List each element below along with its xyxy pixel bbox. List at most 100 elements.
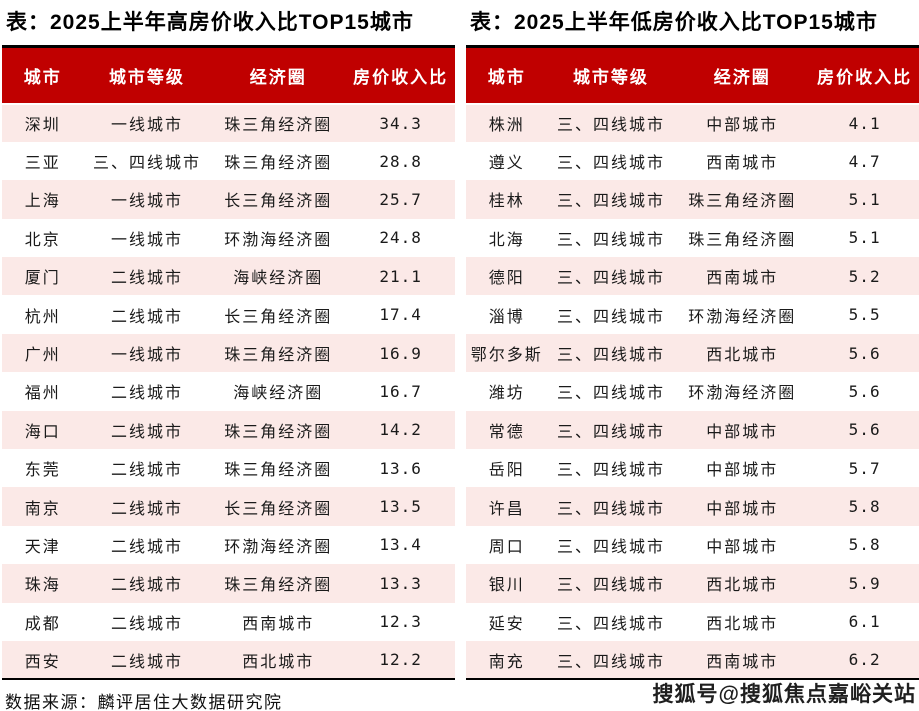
- table-row: 深圳 一线城市 珠三角经济圈 34.3: [2, 103, 455, 142]
- table-cell: 长三角经济圈: [224, 500, 333, 518]
- table-row: 广州 一线城市 珠三角经济圈 16.9: [2, 333, 455, 373]
- column-header-ratio: 房价收入比: [346, 46, 455, 105]
- table-cell: 银川: [488, 577, 525, 595]
- column-header-ratio: 房价收入比: [810, 46, 919, 105]
- table-cell: 珠海: [24, 577, 61, 595]
- table-cell: 28.8: [379, 151, 422, 171]
- table-row: 银川 三、四线城市 西北城市 5.9: [466, 564, 919, 603]
- table-cell: 中部城市: [706, 500, 779, 518]
- table-cell: 淄博: [488, 308, 525, 326]
- table-cell: 中部城市: [706, 538, 779, 556]
- header-row: 城市 城市等级 经济圈 房价收入比: [466, 46, 919, 105]
- table-row: 遵义 三、四线城市 西南城市 4.7: [466, 141, 919, 181]
- table-cell: 厦门: [24, 270, 61, 288]
- high-ratio-table: 城市 城市等级 经济圈 房价收入比 深圳 一线城市 珠三角经济圈 34.3 三亚 三、四线…: [2, 45, 455, 681]
- table-cell: 南充: [488, 653, 525, 671]
- table-cell: 北京: [24, 231, 61, 249]
- table-cell: 24.8: [379, 228, 422, 248]
- table-row: 南充 三、四线城市 西南城市 6.2: [466, 640, 919, 680]
- table-cell: 西北城市: [706, 615, 779, 633]
- table-row: 桂林 三、四线城市 珠三角经济圈 5.1: [466, 180, 919, 219]
- table-cell: 二线城市: [110, 500, 183, 518]
- table-cell: 珠三角经济圈: [688, 231, 797, 249]
- table-cell: 6.2: [848, 650, 881, 670]
- table-cell: 成都: [24, 615, 61, 633]
- data-source-note: 数据来源：麟评居住大数据研究院: [5, 693, 283, 711]
- table-cell: 12.3: [379, 612, 422, 632]
- table-cell: 三、四线城市: [556, 423, 665, 441]
- table-cell: 5.2: [848, 266, 881, 286]
- table-cell: 5.6: [848, 343, 881, 363]
- table-cell: 延安: [488, 615, 525, 633]
- table-cell: 许昌: [488, 500, 525, 518]
- table-cell: 三、四线城市: [92, 155, 201, 173]
- column-header-tier: 城市等级: [547, 46, 675, 105]
- table-row: 南京 二线城市 长三角经济圈 13.5: [2, 487, 455, 526]
- sohu-watermark: 搜狐号@搜狐焦点嘉峪关站: [652, 683, 916, 706]
- table-cell: 环渤海经济圈: [688, 308, 797, 326]
- table-cell: 环渤海经济圈: [224, 538, 333, 556]
- table-cell: 4.1: [848, 113, 881, 133]
- table-cell: 34.3: [379, 113, 422, 133]
- low-ratio-table: 城市 城市等级 经济圈 房价收入比 株洲 三、四线城市 中部城市 4.1 遵义 三、四线城…: [466, 45, 919, 681]
- table-cell: 5.6: [848, 381, 881, 401]
- table-cell: 长三角经济圈: [224, 308, 333, 326]
- table-cell: 5.9: [848, 573, 881, 593]
- table-row: 潍坊 三、四线城市 环渤海经济圈 5.6: [466, 372, 919, 411]
- table-cell: 三、四线城市: [556, 385, 665, 403]
- column-header-city: 城市: [2, 46, 84, 105]
- table-row: 海口 二线城市 珠三角经济圈 14.2: [2, 410, 455, 450]
- table-row: 杭州 二线城市 长三角经济圈 17.4: [2, 295, 455, 334]
- low-ratio-table-title: 表：2025上半年低房价收入比TOP15城市: [470, 11, 878, 34]
- column-header-city: 城市: [466, 46, 548, 105]
- high-ratio-table-header: 城市 城市等级 经济圈 房价收入比: [2, 46, 455, 105]
- table-cell: 西南城市: [706, 155, 779, 173]
- table-row: 北京 一线城市 环渤海经济圈 24.8: [2, 218, 455, 258]
- table-cell: 三、四线城市: [556, 615, 665, 633]
- table-cell: 西南城市: [706, 270, 779, 288]
- table-cell: 三、四线城市: [556, 193, 665, 211]
- low-ratio-table-header: 城市 城市等级 经济圈 房价收入比: [466, 46, 919, 105]
- table-cell: 珠三角经济圈: [224, 577, 333, 595]
- low-ratio-table-body: 株洲 三、四线城市 中部城市 4.1 遵义 三、四线城市 西南城市 4.7 桂林 三、四线城市 珠三…: [466, 103, 919, 680]
- table-row: 株洲 三、四线城市 中部城市 4.1: [466, 103, 919, 142]
- column-header-economic-zone: 经济圈: [210, 46, 347, 105]
- high-ratio-table-title: 表：2025上半年高房价收入比TOP15城市: [6, 11, 414, 34]
- header-row: 城市 城市等级 经济圈 房价收入比: [2, 46, 455, 105]
- table-cell: 三、四线城市: [556, 347, 665, 365]
- table-cell: 桂林: [488, 193, 525, 211]
- table-row: 延安 三、四线城市 西北城市 6.1: [466, 602, 919, 641]
- table-row: 成都 二线城市 西南城市 12.3: [2, 602, 455, 641]
- table-cell: 三、四线城市: [556, 231, 665, 249]
- table-cell: 5.1: [848, 228, 881, 248]
- table-cell: 16.9: [379, 343, 422, 363]
- table-cell: 西安: [24, 653, 61, 671]
- table-cell: 中部城市: [706, 462, 779, 480]
- table-cell: 德阳: [488, 270, 525, 288]
- table-cell: 珠三角经济圈: [224, 462, 333, 480]
- table-row: 淄博 三、四线城市 环渤海经济圈 5.5: [466, 295, 919, 334]
- table-cell: 西南城市: [242, 615, 315, 633]
- table-cell: 中部城市: [706, 117, 779, 135]
- table-row: 周口 三、四线城市 中部城市 5.8: [466, 525, 919, 565]
- table-cell: 14.2: [379, 420, 422, 440]
- table-cell: 5.7: [848, 458, 881, 478]
- table-row: 珠海 二线城市 珠三角经济圈 13.3: [2, 564, 455, 603]
- table-cell: 北海: [488, 231, 525, 249]
- table-cell: 环渤海经济圈: [688, 385, 797, 403]
- table-cell: 二线城市: [110, 423, 183, 441]
- table-cell: 环渤海经济圈: [224, 231, 333, 249]
- table-cell: 一线城市: [110, 117, 183, 135]
- table-cell: 西北城市: [706, 577, 779, 595]
- table-row: 德阳 三、四线城市 西南城市 5.2: [466, 257, 919, 296]
- table-row: 岳阳 三、四线城市 中部城市 5.7: [466, 449, 919, 488]
- table-cell: 珠三角经济圈: [224, 347, 333, 365]
- table-cell: 三、四线城市: [556, 308, 665, 326]
- high-ratio-table-section: 表：2025上半年高房价收入比TOP15城市 城市 城市等级 经济圈 房价收入比…: [2, 4, 455, 711]
- table-cell: 4.7: [848, 151, 881, 171]
- table-cell: 5.6: [848, 420, 881, 440]
- table-cell: 一线城市: [110, 231, 183, 249]
- table-cell: 25.7: [379, 189, 422, 209]
